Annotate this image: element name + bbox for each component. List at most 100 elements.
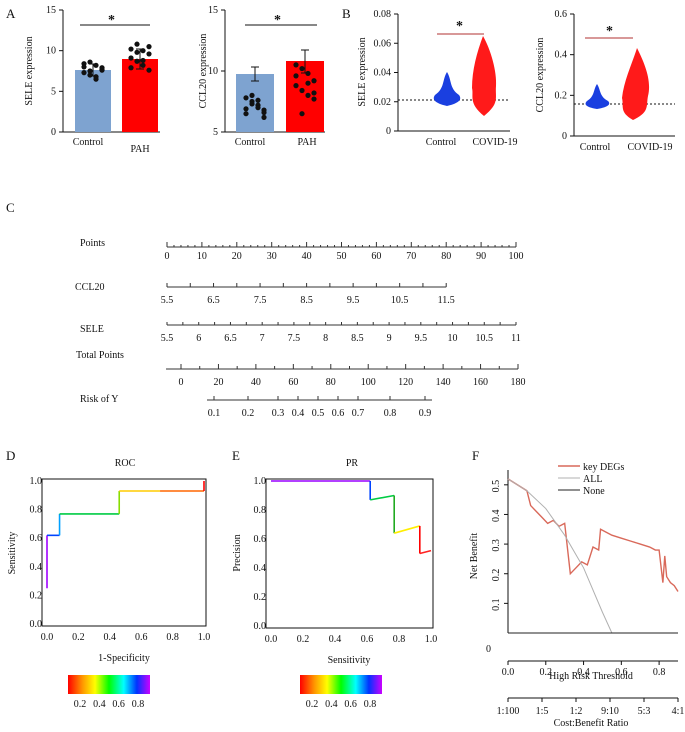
data-point: [243, 111, 249, 117]
x-tick-label: 0.4: [577, 667, 590, 678]
x-tick-label: 0.8: [166, 632, 179, 643]
significance-mark: *: [606, 24, 613, 39]
chart-title: ROC: [115, 458, 136, 469]
chart-title: PR: [346, 458, 359, 469]
y-axis-label: Sensitivity: [7, 532, 18, 575]
x-axis-label: High Risk Threshold: [549, 671, 633, 682]
chart-b-sele: 0 0.02 0.04 0.06 0.08 SELE expression * Cont…: [357, 9, 518, 148]
x-tick-covid: COVID-19: [628, 142, 673, 153]
data-point: [261, 114, 267, 120]
chart-a-ccl20: 5 10 15 CCL20 expression * Control PAH: [198, 5, 325, 148]
curve-segment: [393, 525, 421, 534]
data-point: [87, 59, 93, 65]
y-tick-label: 0.8: [30, 505, 43, 516]
tick-label: 0.9: [419, 408, 432, 419]
tick-label: 60: [288, 377, 298, 388]
y-tick-label: 0: [51, 127, 56, 138]
data-point: [243, 95, 249, 101]
data-point: [249, 92, 255, 98]
colorbar-tick-label: 0.2: [74, 699, 87, 710]
violin-control: [585, 84, 610, 109]
data-point: [249, 101, 255, 107]
x-tick-pah: PAH: [297, 137, 316, 148]
row-label-ccl20: CCL20: [75, 282, 104, 293]
tick-label: 0: [179, 377, 184, 388]
colorbar-tick-label: 0.4: [325, 699, 338, 710]
y-ticks: 0 5 10 15: [46, 5, 63, 138]
data-point: [293, 62, 299, 68]
tick-label: 0.1: [208, 408, 221, 419]
y-tick-label: 5: [51, 86, 56, 97]
data-point: [140, 62, 146, 68]
tick-label: 20: [232, 251, 242, 262]
roc-curve: [46, 481, 205, 589]
legend: key DEGs ALL None: [558, 462, 624, 497]
data-point: [146, 44, 152, 50]
legend-all: ALL: [583, 474, 602, 485]
tick-label: 0.5: [312, 408, 325, 419]
y-tick-label: 0.2: [254, 592, 267, 603]
data-point: [293, 83, 299, 89]
y-tick-label: 0.6: [30, 533, 43, 544]
x-tick-label: 0.8: [653, 667, 666, 678]
bar-pah: [122, 59, 158, 132]
tick-label: 6: [196, 333, 201, 344]
tick-label: 8.5: [351, 333, 364, 344]
y-tick-label: 0: [562, 131, 567, 142]
y-tick-label: 0.0: [30, 619, 43, 630]
significance-mark: *: [274, 13, 281, 28]
violin-control: [433, 72, 461, 106]
chart-a-sele: 0 5 10 15 SELE expression * Control PAH: [24, 5, 160, 155]
colorbar-tick-label: 0.8: [132, 699, 145, 710]
violin-covid: [622, 48, 650, 120]
series-key-degs: [507, 478, 679, 592]
data-point: [81, 64, 87, 70]
data-point: [93, 62, 99, 68]
y-tick-label: 0.08: [374, 9, 392, 20]
tick-label: 0.7: [352, 408, 365, 419]
tick-label: 40: [251, 377, 261, 388]
y-tick-label: 10: [46, 46, 56, 57]
tick-label: 9: [387, 333, 392, 344]
y-axis-label: CCL20 expression: [535, 38, 546, 113]
ratio-tick-label: 1:100: [497, 706, 520, 717]
panel-label-f: F: [472, 448, 479, 463]
x-tick-control: Control: [73, 137, 104, 148]
data-point: [255, 97, 261, 103]
data-point: [299, 87, 305, 94]
x-tick-control: Control: [426, 137, 457, 148]
y-ticks: 0 0.2 0.4 0.6: [555, 9, 574, 142]
ratio-ticks: 1:100 1:5 1:2 9:10 5:3 4:1: [497, 698, 684, 717]
tick-label: 8.5: [300, 295, 313, 306]
data-point: [293, 73, 299, 79]
data-point: [299, 111, 305, 117]
y-tick-label: 0.2: [30, 590, 43, 601]
y-tick-label: 0.02: [374, 97, 392, 108]
bar-control: [75, 70, 111, 132]
data-points: [81, 41, 152, 82]
tick-label: 6.5: [207, 295, 220, 306]
x-tick-label: 0.4: [104, 632, 117, 643]
colorbar-e: [300, 675, 382, 694]
legend-key-degs: key DEGs: [583, 462, 624, 473]
colorbar-tick-label: 0.4: [93, 699, 106, 710]
data-point: [146, 51, 152, 57]
tick-label: 10: [448, 333, 458, 344]
axis-ticks: 0.0 0.2 0.4 0.6 0.8 1.0 0.0 0.2 0.4 0.6 0.8 1.0: [254, 476, 438, 645]
tick-label: 6.5: [224, 333, 237, 344]
ratio-tick-label: 9:10: [601, 706, 619, 717]
data-point: [305, 80, 311, 86]
colorbar-tick-label: 0.2: [306, 699, 319, 710]
ratio-tick-label: 5:3: [638, 706, 651, 717]
data-point: [87, 68, 93, 74]
y-tick-label: 0.06: [374, 38, 392, 49]
x-tick-label: 0.8: [393, 634, 406, 645]
x-tick-label: 0.2: [72, 632, 85, 643]
chart-c-nomogram: Points CCL20 SELE Total Points Risk of Y…: [75, 238, 526, 419]
data-point: [299, 65, 305, 72]
y-ticks: 0 0.02 0.04 0.06 0.08: [374, 9, 398, 137]
tick-label: 10.5: [391, 295, 409, 306]
tick-label: 10: [197, 251, 207, 262]
panel-label-e: E: [232, 448, 240, 463]
